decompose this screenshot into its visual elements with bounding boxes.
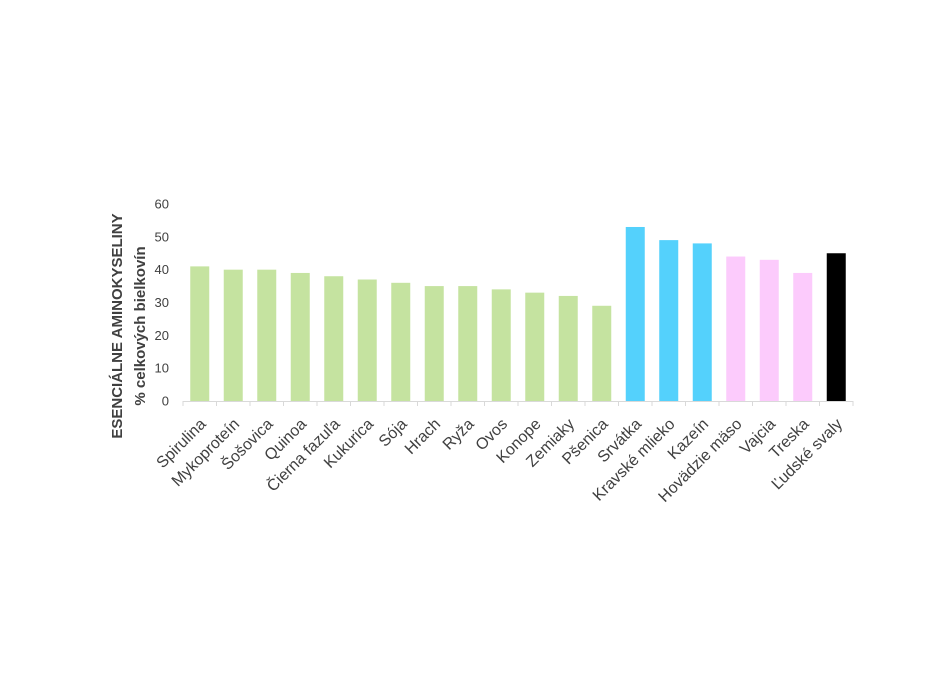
bar xyxy=(692,243,712,401)
bar xyxy=(223,269,243,401)
y-tick-label: 30 xyxy=(155,295,169,310)
y-tick-label: 50 xyxy=(155,229,169,244)
bar xyxy=(659,240,679,401)
bar xyxy=(525,292,545,401)
y-axis-title-line1: ESENCIÁLNE AMINOKYSELINY xyxy=(109,213,126,438)
bar xyxy=(458,286,478,401)
y-tick-label: 60 xyxy=(155,197,169,212)
bar xyxy=(826,253,846,401)
y-tick-label: 40 xyxy=(155,262,169,277)
bar xyxy=(424,286,444,401)
bar xyxy=(625,226,645,401)
bar xyxy=(290,272,310,401)
bar xyxy=(491,289,511,401)
category-label: Ryža xyxy=(440,416,478,454)
category-labels: SpirulinaMykoproteínŠošovicaQuinoaČierna… xyxy=(154,414,847,505)
y-tick-label: 20 xyxy=(155,328,169,343)
y-axis-title-line2: % celkových bielkovín xyxy=(132,246,149,405)
bar xyxy=(726,256,746,401)
bar xyxy=(357,279,377,401)
bar xyxy=(558,295,578,401)
bar xyxy=(324,276,344,401)
y-tick-label: 0 xyxy=(162,394,169,409)
y-tick-labels: 0 10 20 30 40 50 60 xyxy=(155,197,169,409)
y-tick-label: 10 xyxy=(155,361,169,376)
bar xyxy=(391,282,411,401)
bar xyxy=(793,272,813,401)
bar xyxy=(190,266,210,401)
bars-group xyxy=(182,226,854,406)
bar xyxy=(759,259,779,401)
category-label: Hrach xyxy=(402,416,444,458)
bar xyxy=(257,269,277,401)
bar xyxy=(592,305,612,401)
